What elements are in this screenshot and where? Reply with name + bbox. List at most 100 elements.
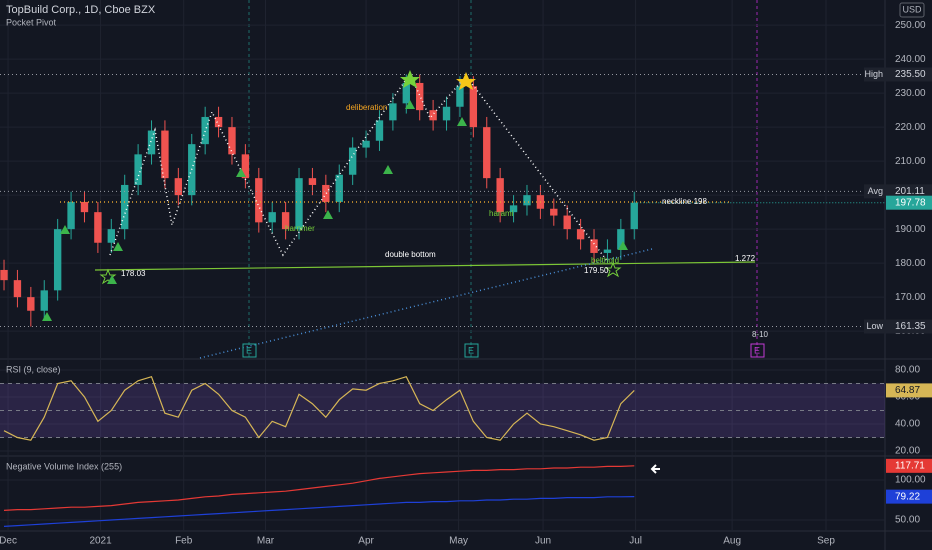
last-price-box <box>886 195 932 210</box>
last-value-box <box>886 458 932 473</box>
earnings-mark: E <box>246 345 252 355</box>
y-tick-label: 250.00 <box>895 20 926 31</box>
pivot-star <box>604 261 622 278</box>
level-tag <box>864 319 885 334</box>
annotation: 179.50 <box>584 266 609 275</box>
candle-body <box>389 103 397 121</box>
support-line <box>94 261 756 271</box>
earnings-badge <box>464 343 479 358</box>
candle-body <box>630 202 638 230</box>
level-value: 235.50 <box>895 69 926 80</box>
candle-body <box>67 201 75 230</box>
y-tick-label: 50.00 <box>895 515 920 526</box>
pivot-triangle <box>60 225 70 234</box>
x-tick-label: Mar <box>257 536 275 547</box>
candle-body <box>281 212 290 230</box>
last-value-box <box>886 383 932 398</box>
candle-body <box>80 201 89 213</box>
pivot-triangle <box>618 241 628 250</box>
candle-body <box>603 249 612 253</box>
earnings-badge <box>242 343 257 358</box>
level-name: Low <box>866 321 883 331</box>
candle-body <box>308 178 317 185</box>
x-tick-label: 2021 <box>89 536 112 547</box>
y-tick-label: 100.00 <box>895 475 926 486</box>
candle-body <box>496 178 504 213</box>
pivot-triangle <box>236 168 246 177</box>
annotation: double bottom <box>385 250 436 259</box>
chart-title: TopBuild Corp., 1D, Cboe BZX <box>6 4 156 16</box>
pivot-star <box>400 70 420 88</box>
level-box <box>886 184 932 199</box>
currency: USD <box>902 4 922 14</box>
candle-body <box>590 239 598 253</box>
candle-body <box>201 116 209 145</box>
y-tick-label: 190.00 <box>895 224 926 235</box>
annotation: 178.03 <box>121 269 146 278</box>
candle-body <box>161 130 169 179</box>
x-tick-label: Sep <box>817 536 835 547</box>
y-tick-label: 210.00 <box>895 156 926 167</box>
candle-body <box>416 82 424 111</box>
x-tick-label: Aug <box>723 536 741 547</box>
earnings-mark: E <box>754 345 760 355</box>
annotation: harami <box>489 209 514 218</box>
drawings: E E E 8-10 deliberation harnmer harami n… <box>6 2 925 474</box>
pivot-triangle <box>113 242 123 251</box>
level-box <box>886 319 932 334</box>
candle-body <box>53 229 62 291</box>
annotation: 1.272 <box>735 254 756 263</box>
candle-body <box>107 229 115 243</box>
candle-body <box>617 229 625 250</box>
candle-body <box>121 184 129 230</box>
x-tick-label: Dec <box>0 536 17 547</box>
annotation: deliberation <box>346 103 387 112</box>
candle-body <box>348 147 357 175</box>
candle-body <box>13 280 22 298</box>
candle-body <box>429 110 437 121</box>
candle-body <box>94 212 102 243</box>
earnings-date: 8-10 <box>752 330 769 339</box>
pivot-triangle <box>42 312 52 321</box>
level-value: 201.11 <box>895 186 925 197</box>
last-value: 79.22 <box>895 491 920 502</box>
candle-body <box>27 297 35 311</box>
level-tag <box>864 184 885 199</box>
candle-body <box>375 120 384 141</box>
trend-line <box>199 248 653 359</box>
candle-body <box>241 154 250 179</box>
x-tick-label: May <box>449 536 468 547</box>
level-name: Avg <box>868 186 883 196</box>
y-tick-label: 230.00 <box>895 88 926 99</box>
candle-body <box>322 184 330 202</box>
level-value: 161.35 <box>895 321 926 332</box>
candle-body <box>523 195 531 206</box>
arrow-icon <box>650 464 660 474</box>
last-value: 117.71 <box>895 460 925 471</box>
earnings-badge <box>750 343 765 358</box>
y-tick-label: 240.00 <box>895 54 926 65</box>
candle-body <box>174 178 183 196</box>
candle-body <box>214 116 223 128</box>
level-name: High <box>864 69 883 79</box>
pivot-star <box>456 72 476 90</box>
candle-body <box>134 154 142 185</box>
level-tag <box>864 67 885 82</box>
zigzag <box>109 72 609 263</box>
x-tick-label: Apr <box>358 536 374 547</box>
pivot-triangle <box>405 100 415 109</box>
candle-body <box>442 106 451 121</box>
y-tick-label: 170.00 <box>895 292 926 303</box>
pivot-triangle <box>323 210 333 219</box>
annotation: neckline 198 <box>662 197 707 206</box>
annotation: belthold <box>591 256 619 265</box>
candle-body <box>550 208 558 216</box>
pivot-triangle <box>107 275 117 284</box>
currency-badge <box>899 2 925 18</box>
series-line <box>3 375 635 441</box>
y-tick-label: 180.00 <box>895 258 926 269</box>
x-tick-label: Jun <box>535 536 551 547</box>
